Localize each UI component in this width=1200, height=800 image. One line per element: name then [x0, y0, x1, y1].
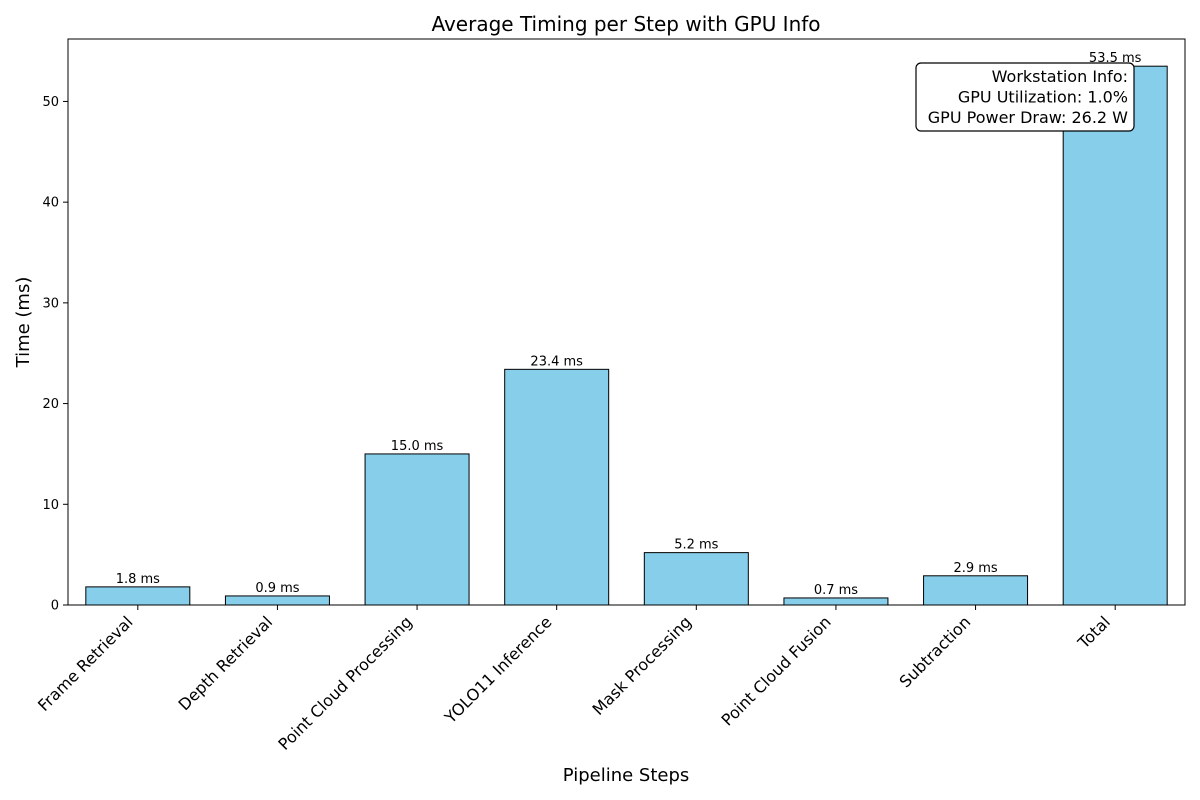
bar — [783, 597, 889, 606]
data-label: 5.2 ms — [674, 538, 718, 553]
y-axis-label: Time (ms) — [13, 277, 34, 369]
x-tick-label: Subtraction — [896, 612, 975, 691]
x-axis-label: Pipeline Steps — [563, 765, 690, 786]
y-tick-label: 50 — [42, 95, 59, 110]
data-label: 15.0 ms — [391, 439, 444, 454]
info-box: Workstation Info: GPU Utilization: 1.0%GP… — [915, 62, 1135, 132]
bar — [504, 368, 610, 606]
y-tick-label: 20 — [42, 397, 59, 412]
bar — [923, 575, 1029, 606]
bar — [224, 595, 330, 606]
bar — [643, 552, 749, 606]
y-tick-label: 10 — [42, 498, 59, 513]
x-tick-label: Point Cloud Fusion — [718, 612, 835, 729]
y-tick-label: 30 — [42, 296, 59, 311]
bar — [364, 453, 470, 606]
x-tick-label: Point Cloud Processing — [274, 612, 415, 753]
data-label: 0.7 ms — [814, 583, 858, 598]
data-label: 2.9 ms — [953, 561, 997, 576]
info-line: Workstation Info: — [992, 67, 1128, 86]
x-tick-label: Depth Retrieval — [174, 612, 276, 714]
x-tick-label: YOLO11 Inference — [440, 612, 555, 727]
info-line: GPU Utilization: 1.0% — [958, 88, 1128, 107]
data-label: 1.8 ms — [116, 572, 160, 587]
x-tick-label: Frame Retrieval — [34, 612, 137, 715]
data-label: 0.9 ms — [255, 581, 299, 596]
bar — [1062, 65, 1168, 606]
chart-title: Average Timing per Step with GPU Info — [431, 12, 820, 36]
y-tick-label: 0 — [51, 599, 59, 614]
x-tick-label: Total — [1073, 612, 1114, 653]
bar — [85, 586, 191, 606]
plot-area: 0 10 20 30 40 50 1.8 ms Frame Retrieval 0.9 ms De… — [34, 38, 1186, 754]
info-line: GPU Power Draw: 26.2 W — [928, 108, 1128, 127]
y-tick-label: 40 — [42, 196, 59, 211]
plot-frame — [67, 38, 1186, 606]
x-tick-label: Mask Processing — [589, 612, 696, 719]
data-label: 23.4 ms — [530, 354, 583, 369]
info-box-frame — [915, 62, 1135, 132]
